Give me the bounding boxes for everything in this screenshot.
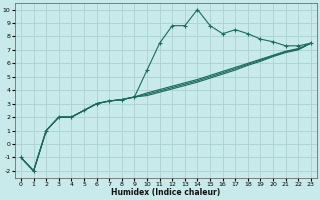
X-axis label: Humidex (Indice chaleur): Humidex (Indice chaleur) <box>111 188 220 197</box>
